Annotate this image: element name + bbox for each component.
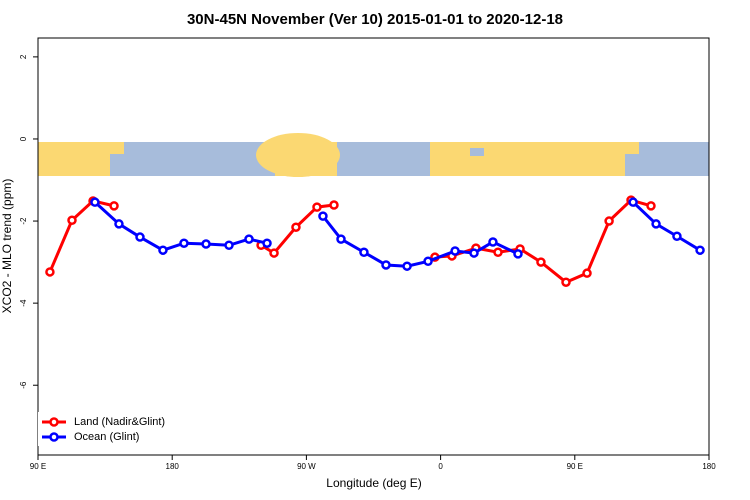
data-point [488,237,498,247]
y-tick-label: -6 [19,381,28,389]
data-point [318,211,328,221]
land-area [38,142,110,176]
ocean-area [470,148,484,156]
data-point [695,245,705,255]
data-point [224,240,234,251]
data-point [672,231,682,241]
legend-marker [49,432,59,442]
data-point [450,246,460,256]
x-axis-label: Longitude (deg E) [326,476,421,490]
x-tick-label: 0 [438,462,443,471]
legend-label: Ocean (Glint) [74,431,139,443]
data-point [329,200,339,210]
data-point [201,239,211,249]
data-point [646,201,656,211]
y-axis-label: XCO2 - MLO trend (ppm) [0,179,14,314]
data-point [135,232,145,242]
y-tick-label: -2 [19,217,28,225]
data-point [269,248,279,258]
y-tick-label: 2 [19,54,28,59]
data-point [493,247,503,257]
legend [38,412,188,446]
land-area [430,142,625,176]
x-tick-label: 180 [166,462,180,471]
data-point [561,277,571,287]
data-point [114,219,124,229]
data-point [651,219,661,229]
x-tick-label: 90 W [297,462,316,471]
map-strip [38,133,709,177]
land-area [275,142,337,176]
data-point [45,267,55,277]
plot-frame [37,37,710,456]
data-point [582,268,592,278]
x-tick-label: 90 E [30,462,46,471]
data-point [381,260,391,270]
y-tick-label: 0 [19,136,28,141]
data-point [359,247,369,257]
data-point [469,248,479,258]
data-point [179,238,189,248]
data-point [262,238,272,248]
data-point [628,197,638,207]
data-point [536,257,546,267]
data-point [423,256,433,267]
x-tick-label: 180 [702,462,716,471]
data-point [291,222,301,232]
data-point [402,261,412,271]
data-point [90,197,100,207]
legend-label: Land (Nadir&Glint) [74,416,165,428]
data-point [109,201,119,211]
data-point [312,202,322,212]
y-tick-label: -4 [19,299,28,307]
chart-title: 30N-45N November (Ver 10) 2015-01-01 to … [187,11,563,28]
x-tick-label: 90 E [567,462,583,471]
legend-marker [49,417,59,427]
data-point [604,216,614,226]
data-point [67,215,77,225]
data-point [513,249,523,259]
land-area [110,142,124,154]
land-area [625,142,639,154]
data-point [336,234,346,244]
data-point [244,234,254,244]
data-point [158,245,168,255]
